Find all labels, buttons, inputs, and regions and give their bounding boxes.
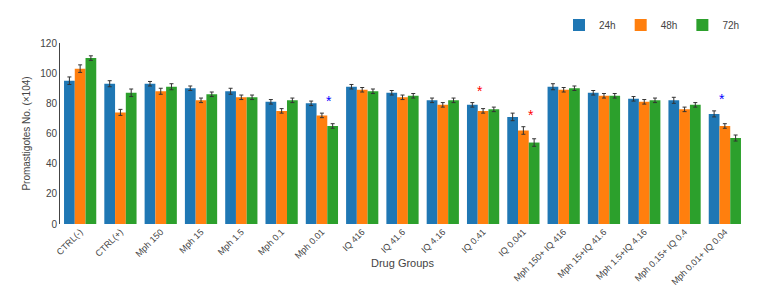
svg-text:Mph 0.1: Mph 0.1	[256, 227, 286, 257]
svg-text:0: 0	[51, 219, 57, 230]
svg-text:Mph 1.5: Mph 1.5	[216, 227, 246, 257]
svg-text:IQ 0.41: IQ 0.41	[460, 227, 488, 255]
svg-text:Mph 15: Mph 15	[177, 227, 205, 255]
svg-text:IQ 416: IQ 416	[341, 227, 367, 253]
svg-text:20: 20	[46, 188, 58, 199]
svg-text:60: 60	[46, 128, 58, 139]
svg-text:120: 120	[40, 38, 57, 49]
svg-text:*: *	[326, 93, 332, 109]
svg-text:CTRL(-): CTRL(-)	[55, 227, 85, 257]
svg-text:*: *	[477, 83, 483, 99]
svg-text:Mph 0.01+ IQ 0.04: Mph 0.01+ IQ 0.04	[669, 227, 729, 287]
svg-text:80: 80	[46, 98, 58, 109]
svg-text:*: *	[719, 91, 725, 107]
svg-text:IQ 41.6: IQ 41.6	[379, 227, 407, 255]
svg-text:IQ 0.041: IQ 0.041	[496, 227, 527, 258]
svg-text:IQ 4.16: IQ 4.16	[419, 227, 447, 255]
svg-text:Drug Groups: Drug Groups	[371, 257, 434, 269]
svg-text:*: *	[528, 107, 534, 123]
svg-text:Mph 0.15+ IQ 0.4: Mph 0.15+ IQ 0.4	[633, 227, 689, 283]
svg-text:Mph 0.01: Mph 0.01	[293, 227, 327, 261]
svg-text:100: 100	[40, 68, 57, 79]
svg-text:Mph 15+IQ 41.6: Mph 15+IQ 41.6	[556, 227, 609, 280]
svg-text:48h: 48h	[661, 20, 678, 31]
svg-text:Mph 1.5+IQ 4.16: Mph 1.5+IQ 4.16	[594, 227, 649, 282]
svg-text:24h: 24h	[599, 20, 616, 31]
svg-text:Mph 150+ IQ 416: Mph 150+ IQ 416	[512, 227, 568, 283]
svg-text:CTRL(+): CTRL(+)	[93, 227, 125, 259]
svg-text:Mph 150: Mph 150	[133, 227, 165, 259]
svg-text:Promastigotes No. (×104): Promastigotes No. (×104)	[21, 76, 32, 190]
svg-text:40: 40	[46, 158, 58, 169]
svg-text:72h: 72h	[722, 20, 739, 31]
